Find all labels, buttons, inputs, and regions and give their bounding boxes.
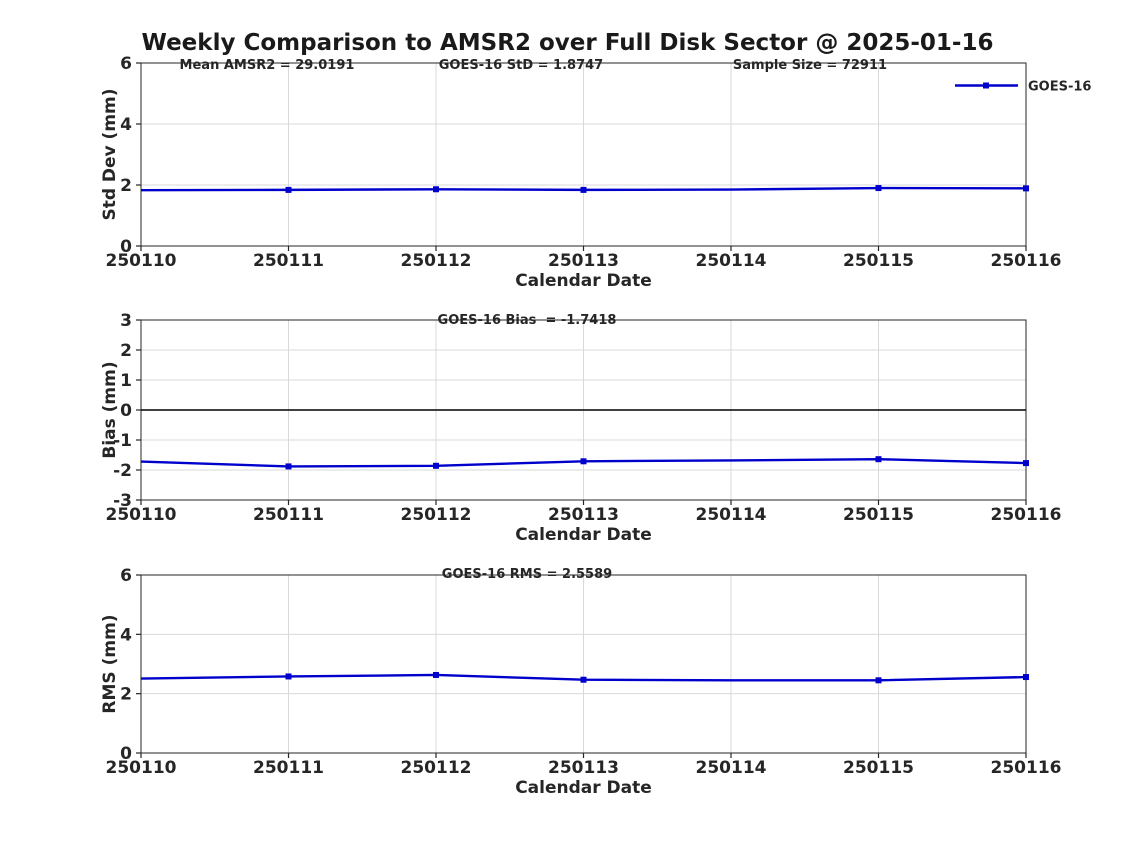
y-tick-label: 6 <box>120 54 132 74</box>
y-tick-label: 4 <box>120 625 132 645</box>
y-axis-label: Std Dev (mm) <box>100 88 120 220</box>
x-tick-label: 250114 <box>696 758 767 778</box>
annotation-text: GOES-16 RMS = 2.5589 <box>442 567 612 582</box>
y-tick-label: 6 <box>120 566 132 586</box>
data-marker <box>580 458 587 465</box>
legend-label: GOES-16 <box>1028 80 1091 95</box>
data-marker <box>285 463 292 470</box>
x-tick-label: 250116 <box>991 505 1062 525</box>
data-marker <box>433 671 439 678</box>
y-tick-label: -1 <box>113 431 132 451</box>
x-tick-label: 250115 <box>843 505 914 525</box>
x-tick-label: 250112 <box>401 758 472 778</box>
annotation-text: Mean AMSR2 = 29.0191 <box>180 58 355 73</box>
data-marker <box>875 185 882 192</box>
y-tick-label: 0 <box>120 744 132 764</box>
data-marker <box>580 186 587 193</box>
annotation-text: Sample Size = 72911 <box>733 58 887 73</box>
data-marker <box>875 677 882 684</box>
y-axis-label: RMS (mm) <box>100 614 120 713</box>
data-marker <box>433 462 439 469</box>
x-tick-label: 250116 <box>991 758 1062 778</box>
y-tick-label: 1 <box>120 371 132 391</box>
x-tick-label: 250111 <box>253 251 324 271</box>
rms-subplot <box>136 574 1029 758</box>
x-axis-label: Calendar Date <box>515 778 652 798</box>
data-marker <box>285 673 292 680</box>
data-marker <box>285 186 292 193</box>
y-tick-label: -3 <box>113 491 132 511</box>
x-tick-label: 250113 <box>548 251 619 271</box>
x-tick-label: 250111 <box>253 505 324 525</box>
figure-title: Weekly Comparison to AMSR2 over Full Dis… <box>141 30 994 56</box>
annotation-text: GOES-16 Bias = -1.7418 <box>438 313 617 328</box>
x-tick-label: 250116 <box>991 251 1062 271</box>
y-tick-label: 2 <box>120 176 132 196</box>
legend <box>955 82 1018 89</box>
y-tick-label: 3 <box>120 311 132 331</box>
x-tick-label: 250112 <box>401 251 472 271</box>
x-tick-label: 250115 <box>843 251 914 271</box>
x-axis-label: Calendar Date <box>515 525 652 545</box>
legend-marker <box>983 82 989 89</box>
x-axis-label: Calendar Date <box>515 271 652 291</box>
data-marker <box>1023 185 1029 192</box>
y-tick-label: 2 <box>120 341 132 361</box>
x-tick-label: 250114 <box>696 505 767 525</box>
x-tick-label: 250111 <box>253 758 324 778</box>
x-tick-label: 250113 <box>548 758 619 778</box>
y-tick-label: 2 <box>120 685 132 705</box>
data-marker <box>1023 674 1029 681</box>
annotation-text: GOES-16 StD = 1.8747 <box>439 58 603 73</box>
y-tick-label: -2 <box>113 461 132 481</box>
x-tick-label: 250112 <box>401 505 472 525</box>
std-dev-subplot <box>136 62 1029 251</box>
data-marker <box>580 676 587 683</box>
data-marker <box>875 456 882 463</box>
data-marker <box>433 186 439 193</box>
x-tick-label: 250113 <box>548 505 619 525</box>
y-tick-label: 0 <box>120 237 132 257</box>
data-marker <box>1023 460 1029 467</box>
y-tick-label: 0 <box>120 401 132 421</box>
x-tick-label: 250110 <box>106 758 177 778</box>
y-axis-label: Bias (mm) <box>100 361 120 458</box>
x-tick-label: 250110 <box>106 251 177 271</box>
y-tick-label: 4 <box>120 115 132 135</box>
x-tick-label: 250114 <box>696 251 767 271</box>
x-tick-label: 250110 <box>106 505 177 525</box>
bias-subplot <box>136 319 1029 505</box>
x-tick-label: 250115 <box>843 758 914 778</box>
